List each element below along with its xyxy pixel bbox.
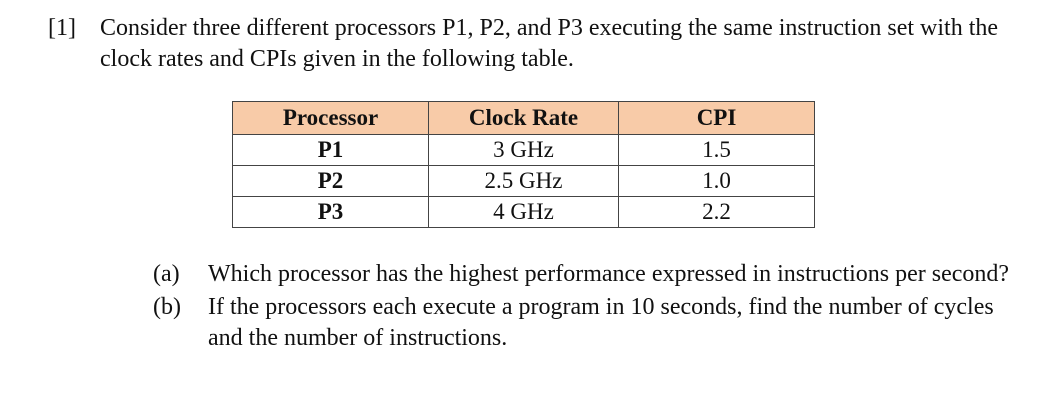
- cell-clock-rate: 3 GHz: [428, 134, 619, 166]
- part-label: (b): [153, 294, 181, 320]
- header-cpi: CPI: [618, 101, 815, 135]
- question-part-b: (b) If the processors each execute a pro…: [153, 292, 1023, 354]
- table-row: P3 4 GHz 2.2: [232, 196, 815, 228]
- table-header-row: Processor Clock Rate CPI: [232, 101, 815, 135]
- question-part-a: (a) Which processor has the highest perf…: [153, 259, 1023, 290]
- cell-clock-rate: 2.5 GHz: [428, 165, 619, 197]
- problem-statement: [1] Consider three different processors …: [48, 13, 1018, 75]
- problem-number: [1]: [48, 15, 76, 41]
- header-processor: Processor: [232, 101, 429, 135]
- processor-table: Processor Clock Rate CPI P1 3 GHz 1.5 P2…: [232, 101, 815, 228]
- cell-cpi: 2.2: [618, 196, 815, 228]
- table-row: P1 3 GHz 1.5: [232, 134, 815, 166]
- table-row: P2 2.5 GHz 1.0: [232, 165, 815, 197]
- problem-text: Consider three different processors P1, …: [100, 15, 999, 72]
- part-text: Which processor has the highest performa…: [208, 261, 1010, 287]
- cell-processor: P3: [232, 196, 429, 228]
- header-clock-rate: Clock Rate: [428, 101, 619, 135]
- part-text: If the processors each execute a program…: [208, 294, 994, 351]
- cell-processor: P1: [232, 134, 429, 166]
- question-parts: (a) Which processor has the highest perf…: [153, 259, 1023, 356]
- cell-clock-rate: 4 GHz: [428, 196, 619, 228]
- cell-cpi: 1.5: [618, 134, 815, 166]
- part-label: (a): [153, 261, 180, 287]
- cell-cpi: 1.0: [618, 165, 815, 197]
- cell-processor: P2: [232, 165, 429, 197]
- problem-row: [1] Consider three different processors …: [48, 13, 1018, 75]
